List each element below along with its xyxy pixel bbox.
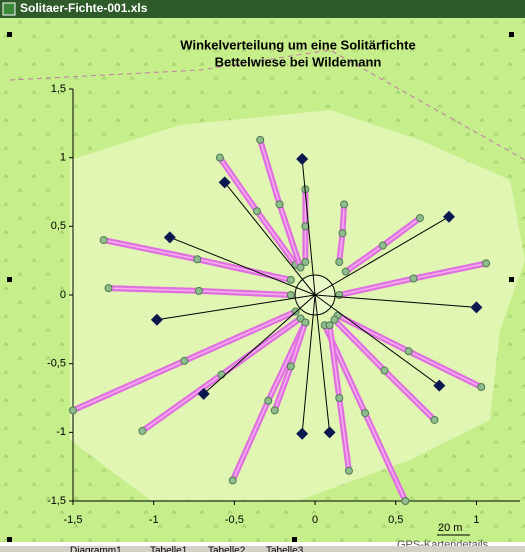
- x-tick-label: 0,5: [388, 514, 403, 526]
- diamond-point: [150, 313, 163, 326]
- root-point: [296, 263, 305, 272]
- diamond-point: [197, 387, 210, 400]
- root-point: [286, 275, 295, 284]
- root-point: [335, 394, 344, 402]
- sheet-tab[interactable]: Diagramm1: [70, 546, 122, 552]
- diamond-point: [296, 153, 309, 166]
- spoke: [301, 294, 316, 434]
- root-point: [361, 409, 370, 418]
- spoke: [169, 236, 316, 296]
- diamond-point: [323, 426, 336, 439]
- selection-handle: [7, 32, 12, 37]
- x-tick-label: -0,5: [225, 514, 244, 526]
- y-tick-label: 0,5: [51, 220, 66, 232]
- diamond-point: [470, 301, 483, 314]
- root-point: [409, 274, 418, 283]
- root-point: [286, 362, 295, 371]
- root-point: [301, 318, 310, 327]
- spoke: [314, 294, 440, 387]
- root-point: [228, 476, 237, 485]
- y-tick-label: 1: [60, 152, 66, 164]
- diamond-point: [218, 176, 231, 189]
- root-point: [217, 370, 226, 379]
- root-point: [138, 426, 147, 435]
- root-point: [193, 255, 202, 264]
- root-point: [99, 236, 108, 245]
- root-point: [325, 321, 334, 330]
- root-point: [344, 466, 353, 475]
- diamond-point: [442, 210, 455, 223]
- root-point: [341, 267, 350, 276]
- root-point: [335, 258, 344, 267]
- sheet-tabs: Diagramm1 Tabelle1 Tabelle2 Tabelle3: [70, 546, 304, 552]
- selection-handle: [7, 277, 12, 282]
- root-point: [270, 406, 279, 415]
- spoke: [314, 294, 331, 433]
- map-path: [9, 49, 525, 161]
- root-point: [340, 200, 349, 209]
- root-point: [415, 214, 424, 223]
- root-point: [301, 258, 310, 267]
- x-tick-label: 0: [312, 514, 318, 526]
- title-bar: [0, 0, 525, 18]
- spoke: [203, 294, 316, 395]
- root-point: [69, 406, 77, 415]
- root-point: [430, 415, 439, 424]
- root-point: [264, 396, 273, 405]
- root-point: [194, 286, 203, 295]
- y-tick-label: -1: [56, 426, 66, 438]
- x-tick-label: -1,5: [64, 514, 83, 526]
- file-icon: [2, 2, 16, 16]
- root-point: [256, 135, 265, 144]
- diamond-point: [296, 427, 309, 440]
- sheet-tab[interactable]: Tabelle1: [150, 546, 188, 552]
- spoke: [224, 182, 316, 296]
- y-tick-label: -0,5: [47, 358, 66, 370]
- sheet-tab[interactable]: Tabelle2: [208, 546, 246, 552]
- spoke: [314, 216, 450, 296]
- root-point: [275, 200, 284, 209]
- diamond-point: [433, 379, 446, 392]
- y-tick-label: -1,5: [47, 495, 66, 507]
- spoke: [315, 294, 477, 308]
- root-point: [215, 153, 224, 162]
- root-point: [378, 241, 387, 250]
- chart-subtitle: Bettelwiese bei Wildemann: [215, 54, 382, 69]
- root-point: [330, 315, 339, 324]
- selection-handle: [509, 277, 514, 282]
- map-scale: 20 m: [438, 522, 462, 534]
- diamond-point: [163, 231, 176, 244]
- y-tick-label: 0: [60, 289, 66, 301]
- selection-handle: [509, 32, 514, 37]
- root-point: [180, 356, 189, 365]
- window-title: Solitaer-Fichte-001.xls: [20, 1, 148, 15]
- x-tick-label: 1: [473, 514, 479, 526]
- tab-strip: [0, 546, 525, 552]
- chart-title: Winkelverteilung um eine Solitärfichte: [180, 37, 415, 52]
- y-tick-label: 1,5: [51, 83, 66, 95]
- root-point: [338, 229, 347, 238]
- selection-handle: [292, 537, 297, 542]
- selection-handle: [7, 537, 12, 542]
- root-point: [252, 207, 261, 216]
- root-point: [477, 383, 486, 392]
- root-point: [286, 291, 295, 299]
- x-tick-label: -1: [149, 514, 159, 526]
- sheet-tab[interactable]: Tabelle3: [266, 546, 304, 552]
- spoke: [156, 294, 316, 321]
- root-point: [404, 347, 413, 356]
- root-point: [104, 284, 113, 293]
- root-point: [401, 497, 410, 505]
- spoke: [301, 158, 316, 296]
- root-point: [482, 259, 491, 268]
- root-point: [380, 366, 389, 375]
